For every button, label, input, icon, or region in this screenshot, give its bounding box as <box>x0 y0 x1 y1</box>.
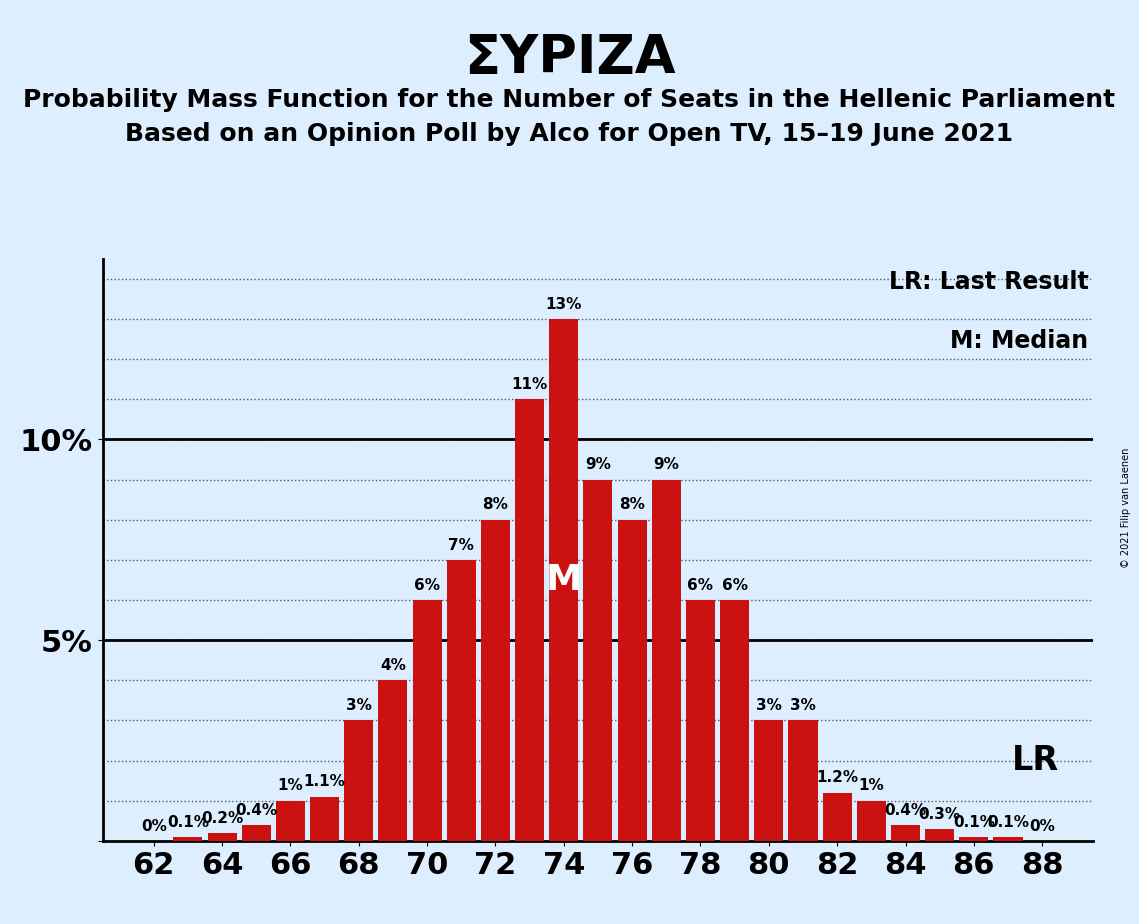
Text: 9%: 9% <box>654 457 679 472</box>
Bar <box>891 825 920 841</box>
Text: 3%: 3% <box>756 699 781 713</box>
Text: 0.1%: 0.1% <box>988 815 1029 830</box>
Bar <box>857 801 886 841</box>
Bar <box>207 833 237 841</box>
Text: LR: Last Result: LR: Last Result <box>888 271 1089 295</box>
Bar <box>993 837 1023 841</box>
Text: 0.4%: 0.4% <box>885 803 926 818</box>
Bar <box>310 796 339 841</box>
Text: 6%: 6% <box>722 578 747 592</box>
Text: 0.1%: 0.1% <box>167 815 208 830</box>
Bar <box>173 837 203 841</box>
Bar <box>276 801 305 841</box>
Bar <box>925 829 954 841</box>
Text: 1.1%: 1.1% <box>304 774 345 789</box>
Text: 0%: 0% <box>1030 819 1055 833</box>
Text: Based on an Opinion Poll by Alco for Open TV, 15–19 June 2021: Based on an Opinion Poll by Alco for Ope… <box>125 122 1014 146</box>
Text: 1%: 1% <box>278 778 303 794</box>
Bar <box>754 721 784 841</box>
Bar <box>959 837 989 841</box>
Text: ΣΥΡΙΖΑ: ΣΥΡΙΖΑ <box>464 32 675 84</box>
Text: © 2021 Filip van Laenen: © 2021 Filip van Laenen <box>1121 448 1131 568</box>
Bar <box>378 680 408 841</box>
Bar <box>720 600 749 841</box>
Text: Probability Mass Function for the Number of Seats in the Hellenic Parliament: Probability Mass Function for the Number… <box>24 88 1115 112</box>
Text: 0.1%: 0.1% <box>953 815 994 830</box>
Bar <box>344 721 374 841</box>
Text: M: M <box>546 563 582 597</box>
Bar <box>686 600 715 841</box>
Text: 13%: 13% <box>546 297 582 311</box>
Text: 1%: 1% <box>859 778 884 794</box>
Bar <box>549 319 579 841</box>
Bar <box>481 519 510 841</box>
Text: 6%: 6% <box>688 578 713 592</box>
Text: 9%: 9% <box>585 457 611 472</box>
Text: 3%: 3% <box>346 699 371 713</box>
Text: 0.4%: 0.4% <box>236 803 277 818</box>
Text: 8%: 8% <box>483 497 508 513</box>
Bar <box>788 721 818 841</box>
Bar <box>515 399 544 841</box>
Text: 11%: 11% <box>511 377 548 392</box>
Text: 8%: 8% <box>620 497 645 513</box>
Text: 4%: 4% <box>380 658 405 673</box>
Bar <box>583 480 613 841</box>
Text: 7%: 7% <box>449 538 474 553</box>
Bar <box>617 519 647 841</box>
Bar <box>241 825 271 841</box>
Text: 6%: 6% <box>415 578 440 592</box>
Text: LR: LR <box>1013 744 1059 777</box>
Text: 0%: 0% <box>141 819 166 833</box>
Bar <box>652 480 681 841</box>
Text: 1.2%: 1.2% <box>817 771 858 785</box>
Text: 0.3%: 0.3% <box>919 807 960 821</box>
Bar <box>446 560 476 841</box>
Bar <box>822 793 852 841</box>
Text: 3%: 3% <box>790 699 816 713</box>
Text: M: Median: M: Median <box>950 329 1089 353</box>
Bar <box>412 600 442 841</box>
Text: 0.2%: 0.2% <box>200 810 244 825</box>
